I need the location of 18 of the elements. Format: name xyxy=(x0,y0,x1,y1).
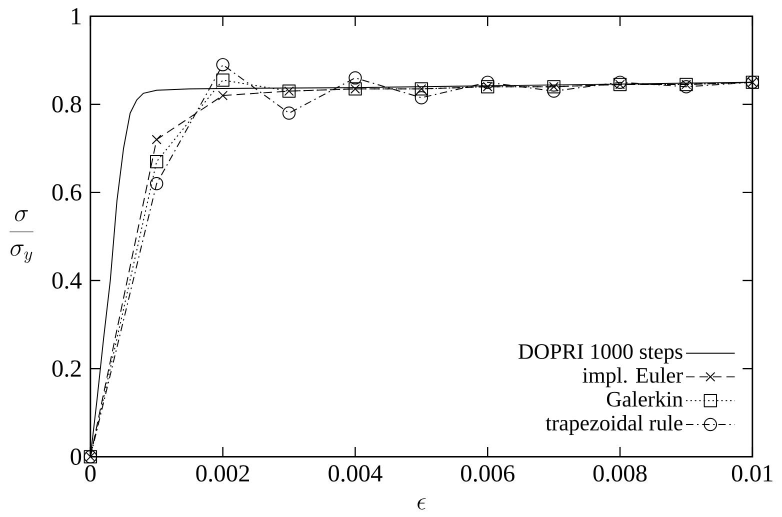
x-tick-label: 0.01 xyxy=(732,464,772,482)
x-axis-title: $\epsilon$ xyxy=(418,498,426,510)
x-tick-label: 0 xyxy=(85,464,96,482)
y-tick-label: 0 xyxy=(70,448,82,465)
legend-label: impl. Euler xyxy=(582,367,683,388)
y-tick-label: 0.8 xyxy=(52,96,82,112)
y-tick-label: 1 xyxy=(72,8,81,24)
legend-label: DOPRI 1000 steps xyxy=(518,344,682,364)
legend-label: trapezoidal rule xyxy=(546,414,682,435)
x-tick-label: 0.002 xyxy=(196,464,250,482)
x-tick-label: 0.008 xyxy=(593,464,647,482)
y-tick-label: 0.2 xyxy=(52,360,81,377)
y-tick-label: 0.6 xyxy=(52,184,82,201)
legend-label: Galerkin xyxy=(606,390,683,406)
x-tick-label: 0.006 xyxy=(461,464,514,482)
y-tick-label: 0.4 xyxy=(52,272,82,289)
y-axis-title: $\frac{\sigma}{\sigma_y}$ xyxy=(10,210,34,263)
x-tick-label: 0.004 xyxy=(328,464,382,482)
